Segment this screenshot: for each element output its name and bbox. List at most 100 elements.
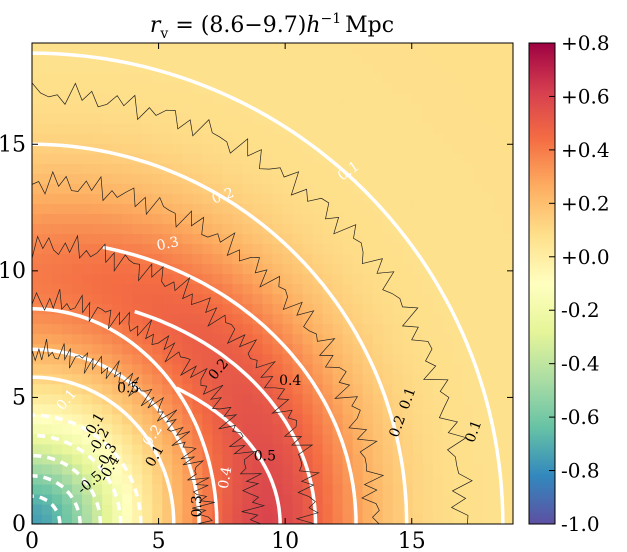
heatmap-cell	[252, 73, 264, 84]
heatmap-cell	[192, 363, 203, 375]
heatmap-cell	[342, 203, 354, 214]
heatmap-cell	[492, 333, 504, 345]
heatmap-cell	[142, 183, 153, 194]
heatmap-cell	[212, 133, 223, 144]
heatmap-cell	[52, 283, 63, 295]
heatmap-cell	[472, 313, 484, 325]
heatmap-cell	[202, 273, 213, 285]
heatmap-cell	[212, 253, 223, 265]
heatmap-cell	[92, 293, 103, 305]
heatmap-cell	[92, 353, 103, 365]
heatmap-cell	[362, 313, 374, 325]
heatmap-cell	[62, 143, 73, 154]
heatmap-cell	[252, 153, 264, 164]
heatmap-cell	[122, 113, 133, 124]
heatmap-cell	[182, 423, 193, 435]
heatmap-cell	[402, 393, 414, 405]
heatmap-cell	[212, 203, 223, 214]
heatmap-cell	[492, 283, 504, 295]
heatmap-cell	[432, 313, 444, 325]
heatmap-cell	[362, 43, 374, 54]
heatmap-cell	[382, 453, 394, 465]
heatmap-cell	[192, 443, 203, 455]
heatmap-cell	[422, 43, 434, 54]
heatmap-cell	[372, 273, 384, 285]
heatmap-cell	[492, 63, 504, 74]
heatmap-cell	[332, 503, 344, 515]
heatmap-cell	[172, 443, 183, 455]
heatmap-cell	[502, 433, 513, 445]
heatmap-cell	[272, 133, 284, 144]
heatmap-cell	[42, 223, 53, 234]
heatmap-cell	[272, 293, 284, 305]
heatmap-cell	[422, 193, 434, 204]
heatmap-cell	[272, 113, 284, 124]
heatmap-cell	[262, 373, 274, 385]
heatmap-cell	[392, 273, 404, 285]
heatmap-cell	[162, 443, 173, 455]
heatmap-cell	[352, 83, 364, 94]
heatmap-cell	[482, 83, 494, 94]
heatmap-cell	[132, 393, 143, 405]
heatmap-cell	[382, 413, 394, 425]
heatmap-cell	[112, 83, 123, 94]
heatmap-cell	[192, 133, 203, 144]
heatmap-cell	[342, 43, 354, 54]
heatmap-cell	[122, 163, 133, 174]
title-subscript: v	[159, 26, 168, 42]
heatmap-cell	[42, 283, 53, 295]
heatmap-cell	[302, 403, 314, 415]
heatmap-cell	[82, 333, 93, 345]
heatmap-cell	[272, 173, 284, 184]
heatmap-cell	[222, 453, 234, 465]
heatmap-cell	[142, 483, 153, 495]
heatmap-cell	[122, 223, 133, 234]
contour-line-negative	[32, 433, 123, 524]
heatmap-cell	[232, 63, 244, 74]
heatmap-cell	[382, 343, 394, 355]
heatmap-cell	[52, 363, 63, 375]
heatmap-cell	[62, 323, 73, 335]
heatmap-cell	[502, 323, 513, 335]
heatmap-cell	[82, 343, 93, 355]
heatmap-cell	[502, 183, 513, 194]
heatmap-cell	[52, 453, 63, 465]
heatmap-cell	[412, 503, 424, 515]
heatmap-cell	[242, 193, 254, 204]
heatmap-cell	[152, 463, 163, 475]
heatmap-cell	[492, 503, 504, 515]
heatmap-cell	[352, 443, 364, 455]
heatmap-cell	[262, 423, 274, 435]
heatmap-cell	[312, 193, 324, 204]
heatmap-cell	[402, 443, 414, 455]
heatmap-cell	[392, 333, 404, 345]
heatmap-cell	[362, 133, 374, 144]
heatmap-cell	[422, 123, 434, 134]
heatmap-cell	[122, 393, 133, 405]
heatmap-cell	[242, 123, 254, 134]
heatmap-cell	[152, 43, 163, 54]
heatmap-cell	[252, 393, 264, 405]
heatmap-cell	[222, 493, 234, 505]
heatmap-cell	[342, 103, 354, 114]
heatmap-cell	[352, 313, 364, 325]
heatmap-cell	[72, 513, 83, 524]
heatmap-cell	[412, 393, 424, 405]
heatmap-cell	[412, 483, 424, 495]
heatmap-cell	[42, 293, 53, 305]
heatmap-cell	[352, 203, 364, 214]
heatmap-cell	[492, 83, 504, 94]
heatmap-cell	[52, 303, 63, 315]
heatmap-cell	[182, 343, 193, 355]
heatmap-cell	[202, 443, 213, 455]
heatmap-cell	[172, 43, 183, 54]
heatmap-cell	[502, 413, 513, 425]
heatmap-cell	[442, 43, 454, 54]
heatmap-cell	[152, 93, 163, 104]
heatmap-cell	[272, 193, 284, 204]
heatmap-cell	[342, 353, 354, 365]
heatmap-cell	[382, 483, 394, 495]
heatmap-cell	[342, 513, 354, 524]
heatmap-cell	[392, 153, 404, 164]
heatmap-cell	[232, 183, 244, 194]
